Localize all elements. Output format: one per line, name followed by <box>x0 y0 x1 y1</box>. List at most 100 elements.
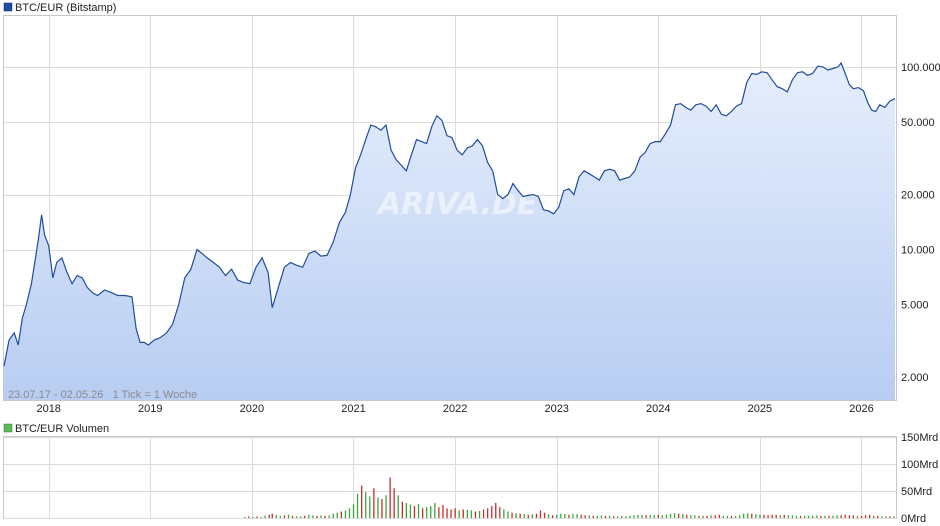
volume-bar <box>482 509 485 518</box>
price-y-tick-label: 20.000 <box>901 190 935 202</box>
price-y-tick-label: 10.000 <box>901 245 935 257</box>
volume-y-tick-label: 50Mrd <box>901 486 932 498</box>
volume-bar <box>694 515 696 518</box>
volume-bar <box>377 497 379 518</box>
volume-bar <box>893 516 895 518</box>
volume-bar <box>596 515 598 518</box>
volume-bar <box>787 515 789 518</box>
volume-bar <box>759 514 761 518</box>
price-y-tick-label: 50.000 <box>901 117 935 129</box>
volume-grid <box>4 437 896 519</box>
x-tick-label: 2021 <box>341 403 365 415</box>
volume-bar <box>422 508 424 518</box>
volume-bar <box>653 515 655 518</box>
volume-bar <box>499 507 501 518</box>
volume-bar <box>491 506 493 518</box>
volume-bar <box>413 506 416 518</box>
volume-bar <box>531 514 533 518</box>
volume-bar <box>604 515 607 518</box>
volume-bar <box>470 510 472 518</box>
volume-bar <box>734 515 737 518</box>
volume-bar <box>795 515 798 518</box>
volume-bar <box>649 514 651 518</box>
volume-bar <box>710 515 712 518</box>
volume-bar <box>864 515 867 518</box>
volume-bar <box>348 508 351 518</box>
volume-bar <box>568 514 570 518</box>
volume-bar <box>820 515 822 518</box>
volume-bar <box>344 510 347 518</box>
x-tick-label: 2024 <box>646 403 670 415</box>
x-tick-label: 2025 <box>748 403 772 415</box>
volume-bar <box>248 516 250 518</box>
price-y-tick-label: 2.000 <box>901 372 929 384</box>
volume-bar <box>791 515 794 518</box>
volume-bar <box>287 514 290 518</box>
volume-bar <box>718 514 720 518</box>
price-y-tick-label: 100.000 <box>901 62 940 74</box>
volume-bar <box>832 515 834 518</box>
price-y-tick-label: 5.000 <box>901 300 929 312</box>
volume-bar <box>848 515 850 518</box>
volume-bar <box>417 504 420 518</box>
volume-bar <box>332 513 334 518</box>
volume-bar <box>722 515 724 518</box>
volume-bar <box>877 515 879 518</box>
volume-bar <box>714 515 716 518</box>
volume-bar <box>856 515 859 518</box>
volume-bar <box>369 496 371 518</box>
volume-bar <box>751 513 753 518</box>
volume-bar <box>637 514 639 518</box>
volume-bar <box>401 501 403 518</box>
volume-bar <box>312 515 314 518</box>
volume-bar <box>738 515 741 518</box>
volume-bar <box>621 516 623 518</box>
volume-bar <box>763 514 765 518</box>
volume-bar <box>356 493 359 518</box>
volume-bar <box>840 515 842 518</box>
volume-bar <box>592 515 594 518</box>
volume-bar <box>816 515 818 518</box>
volume-bar <box>352 504 355 518</box>
volume-bar <box>260 516 262 518</box>
volume-bar <box>682 514 684 518</box>
volume-bar <box>474 511 477 518</box>
volume-bar <box>434 502 436 518</box>
volume-bar <box>296 516 298 518</box>
volume-bar <box>869 514 871 518</box>
volume-bar <box>458 510 460 518</box>
volume-bar <box>527 514 529 518</box>
volume-bar <box>698 515 700 518</box>
volume-bar <box>275 515 277 518</box>
volume-bar <box>256 516 258 518</box>
volume-bar <box>279 515 281 518</box>
price-y-axis: 2.000 5.000 10.000 20.000 50.000 100.000 <box>901 62 940 384</box>
volume-bar <box>844 514 846 518</box>
volume-bar <box>283 515 286 518</box>
volume-bar <box>264 515 266 518</box>
volume-y-tick-label: 150Mrd <box>901 432 938 444</box>
volume-bar <box>454 508 456 518</box>
date-range-info: 23.07.17 - 02.05.26 1 Tick = 1 Woche <box>8 389 197 401</box>
volume-bar <box>799 515 802 518</box>
x-tick-label: 2023 <box>544 403 568 415</box>
volume-bar <box>775 514 777 518</box>
volume-bar <box>393 488 395 518</box>
volume-bar <box>515 513 517 518</box>
volume-bar <box>547 514 550 518</box>
volume-bar <box>507 511 509 518</box>
volume-plot-frame <box>3 436 897 519</box>
volume-bar <box>405 502 407 518</box>
volume-bar <box>361 485 363 518</box>
volume-bar <box>466 509 468 518</box>
volume-bar <box>804 515 806 518</box>
x-tick-label: 2022 <box>443 403 467 415</box>
volume-bar <box>268 514 270 518</box>
volume-y-axis: 0Mrd 50Mrd 100Mrd 150Mrd <box>901 432 938 525</box>
volume-bar <box>503 509 505 518</box>
volume-bar <box>576 514 578 518</box>
volume-bar <box>523 514 525 518</box>
volume-bar <box>462 509 464 518</box>
volume-bar <box>625 516 627 518</box>
